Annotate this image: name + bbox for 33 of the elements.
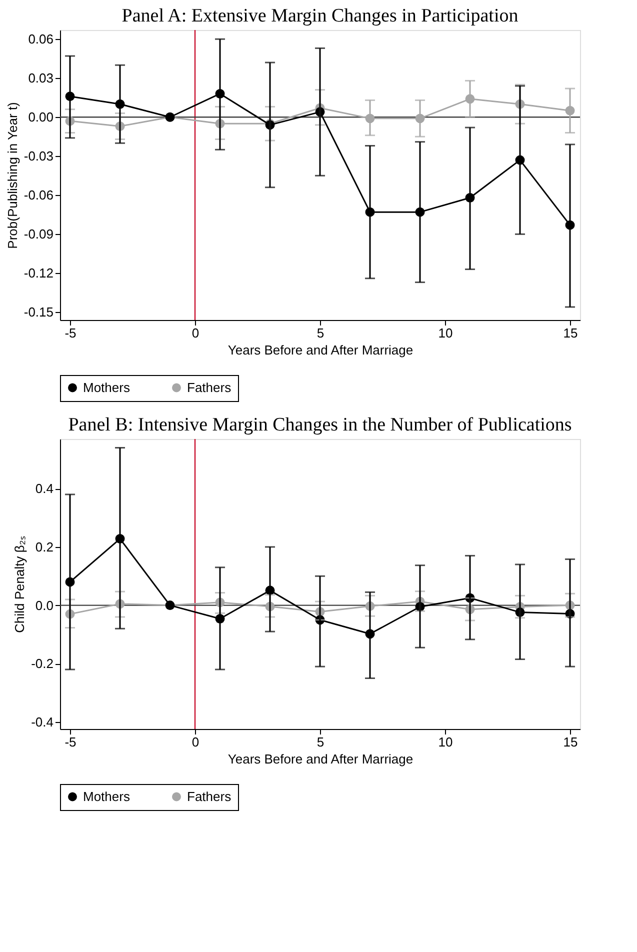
y-tick-label: -0.09 bbox=[24, 226, 54, 242]
x-tick-label: 15 bbox=[563, 734, 578, 750]
x-tick-label: 5 bbox=[316, 326, 324, 340]
x-axis-title: Years Before and After Marriage bbox=[228, 752, 414, 766]
y-tick-label: -0.12 bbox=[24, 266, 54, 281]
chart-title: Panel A: Extensive Margin Changes in Participation bbox=[122, 5, 519, 26]
legend-label: Fathers bbox=[187, 380, 232, 395]
chart-title: Panel B: Intensive Margin Changes in the Number of Publications bbox=[68, 414, 572, 436]
legend-label: Mothers bbox=[83, 380, 130, 395]
y-axis-title: Prob(Publishing in Year t) bbox=[4, 102, 20, 249]
legend-label: Mothers bbox=[83, 788, 130, 804]
y-tick-label: 0.00 bbox=[28, 110, 54, 125]
y-tick-label: -0.06 bbox=[24, 188, 54, 203]
y-tick-label: -0.15 bbox=[24, 304, 54, 320]
y-tick-label: -0.2 bbox=[31, 656, 54, 672]
x-tick-label: 10 bbox=[438, 326, 453, 340]
y-tick-label: -0.4 bbox=[31, 714, 54, 730]
y-tick-label: 0.0 bbox=[35, 598, 54, 613]
y-tick-label: 0.03 bbox=[28, 70, 54, 86]
legend-label: Fathers bbox=[187, 788, 232, 804]
x-axis-title: Years Before and After Marriage bbox=[228, 342, 414, 358]
x-tick-label: 5 bbox=[316, 734, 324, 750]
x-tick-label: -5 bbox=[64, 326, 76, 340]
x-tick-label: -5 bbox=[64, 734, 76, 750]
x-tick-label: 0 bbox=[192, 326, 200, 340]
x-tick-label: 15 bbox=[563, 326, 578, 340]
y-tick-label: -0.03 bbox=[24, 148, 54, 164]
y-tick-label: 0.4 bbox=[35, 481, 54, 496]
x-tick-label: 0 bbox=[192, 734, 200, 750]
y-axis-title: Child Penalty β₂ₛ bbox=[12, 536, 28, 633]
x-tick-label: 10 bbox=[438, 734, 453, 750]
y-tick-label: 0.2 bbox=[35, 539, 54, 554]
y-tick-label: 0.06 bbox=[28, 32, 54, 47]
